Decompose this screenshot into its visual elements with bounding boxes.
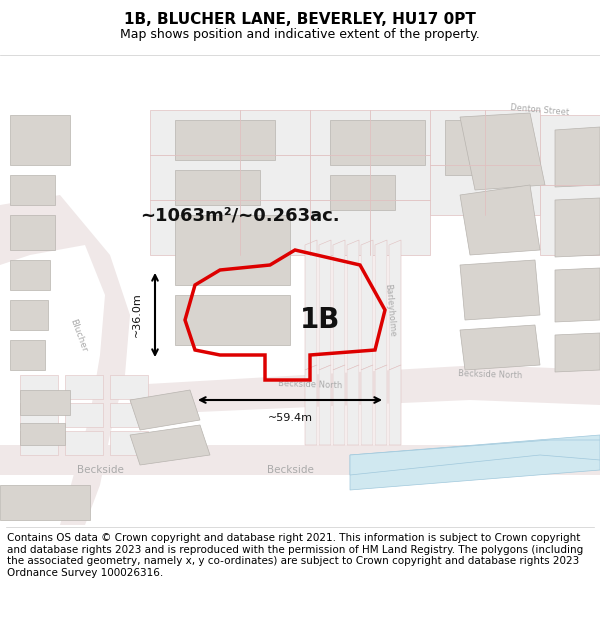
Polygon shape [555,268,600,322]
Polygon shape [333,240,345,370]
Polygon shape [175,120,275,160]
Text: 1B, BLUCHER LANE, BEVERLEY, HU17 0PT: 1B, BLUCHER LANE, BEVERLEY, HU17 0PT [124,12,476,27]
Polygon shape [361,240,373,370]
Polygon shape [361,365,373,445]
Polygon shape [0,195,130,525]
Polygon shape [350,440,600,475]
Polygon shape [350,435,600,490]
Polygon shape [65,403,103,427]
Polygon shape [375,365,387,445]
Text: Beckside: Beckside [77,465,124,475]
Text: Barleyholme: Barleyholme [383,283,397,337]
Polygon shape [330,175,395,210]
Polygon shape [305,365,317,445]
Polygon shape [20,403,58,427]
Text: ~36.0m: ~36.0m [132,292,142,338]
Polygon shape [110,431,148,455]
Polygon shape [10,260,50,290]
Polygon shape [130,425,210,465]
Polygon shape [130,365,600,415]
Polygon shape [389,240,401,370]
Polygon shape [10,215,55,250]
Polygon shape [375,240,387,370]
Polygon shape [175,295,290,345]
Polygon shape [65,431,103,455]
Polygon shape [445,120,530,175]
Polygon shape [460,325,540,370]
Polygon shape [10,300,48,330]
Text: Beckside North: Beckside North [278,379,342,391]
Polygon shape [150,110,430,255]
Polygon shape [460,185,540,255]
Text: Denton Street: Denton Street [510,103,570,117]
Text: Beckside: Beckside [266,465,313,475]
Polygon shape [347,365,359,445]
Polygon shape [389,365,401,445]
Polygon shape [20,423,65,445]
Polygon shape [110,403,148,427]
Polygon shape [430,110,540,215]
Polygon shape [555,127,600,187]
Polygon shape [20,431,58,455]
Text: Map shows position and indicative extent of the property.: Map shows position and indicative extent… [120,28,480,41]
Polygon shape [319,240,331,370]
Polygon shape [65,375,103,399]
Polygon shape [0,445,600,475]
Polygon shape [0,485,90,520]
Text: ~1063m²/~0.263ac.: ~1063m²/~0.263ac. [140,206,340,224]
Polygon shape [10,175,55,205]
Polygon shape [10,340,45,370]
Polygon shape [20,390,70,415]
Polygon shape [175,215,290,285]
Polygon shape [460,260,540,320]
Polygon shape [555,333,600,372]
Polygon shape [460,113,545,190]
Polygon shape [333,365,345,445]
Polygon shape [20,375,58,399]
Polygon shape [540,115,600,255]
Text: Beckside North: Beckside North [458,369,522,381]
Polygon shape [305,240,317,370]
Text: Contains OS data © Crown copyright and database right 2021. This information is : Contains OS data © Crown copyright and d… [7,533,583,578]
Polygon shape [110,375,148,399]
Text: 1B: 1B [300,306,340,334]
Polygon shape [10,115,70,165]
Text: ~59.4m: ~59.4m [268,413,313,423]
Polygon shape [347,240,359,370]
Text: Blucher: Blucher [68,318,88,352]
Polygon shape [555,198,600,257]
Polygon shape [319,365,331,445]
Polygon shape [330,120,425,165]
Polygon shape [130,390,200,430]
Polygon shape [175,170,260,205]
